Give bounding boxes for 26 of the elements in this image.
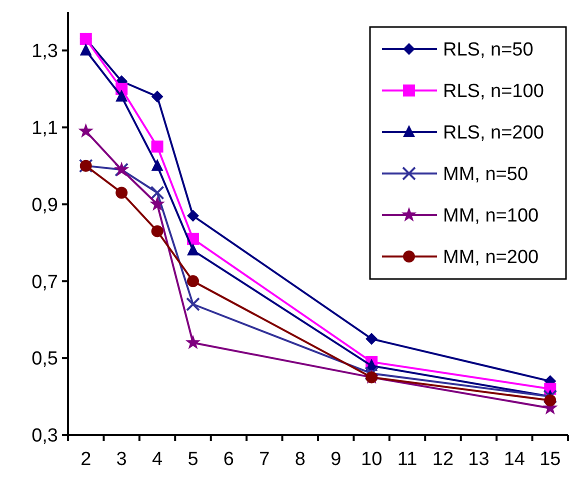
x-tick-label: 12 <box>432 449 454 470</box>
y-tick-label: 1,1 <box>32 118 58 140</box>
x-tick-label: 7 <box>259 449 270 470</box>
x-tick-label: 2 <box>80 449 92 470</box>
legend-label: MM, n=100 <box>443 206 539 227</box>
x-tick-label: 14 <box>504 449 526 470</box>
y-tick-label: 0,3 <box>32 426 58 447</box>
legend-label: MM, n=50 <box>443 164 528 186</box>
x-tick-label: 3 <box>116 449 127 470</box>
x-tick-label: 9 <box>330 449 342 470</box>
y-tick-label: 0,7 <box>32 272 58 293</box>
legend-label: RLS, n=50 <box>443 40 534 61</box>
legend-label: RLS, n=100 <box>443 81 544 102</box>
x-tick-label: 5 <box>188 449 198 470</box>
x-tick-label: 4 <box>152 449 163 470</box>
x-tick-label: 6 <box>223 449 234 470</box>
x-tick-label: 8 <box>294 449 306 470</box>
x-tick-label: 15 <box>540 449 561 470</box>
y-tick-label: 0,9 <box>32 194 58 216</box>
x-tick-label: 10 <box>361 449 382 470</box>
y-tick-label: 1,3 <box>32 41 58 62</box>
legend-label: RLS, n=200 <box>443 122 544 144</box>
y-tick-label: 0,5 <box>32 348 58 370</box>
x-tick-label: 13 <box>468 449 490 470</box>
x-tick-label: 11 <box>397 449 418 470</box>
legend-label: MM, n=200 <box>443 247 539 268</box>
